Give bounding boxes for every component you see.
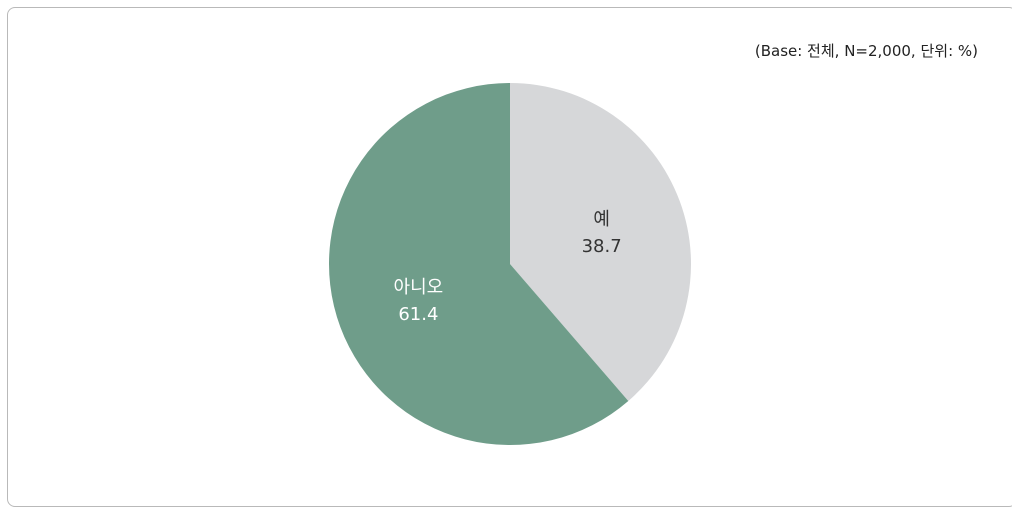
slice-value-label-1: 38.7 (582, 236, 622, 257)
slice-value-label-2: 61.4 (398, 304, 438, 325)
slice-category-label-1: 예 (593, 209, 610, 230)
slice-category-label-2: 아니오 (394, 277, 444, 298)
pie-chart: 예 38.7 아니오 61.4 (0, 0, 1012, 492)
pie-slices (329, 83, 691, 445)
